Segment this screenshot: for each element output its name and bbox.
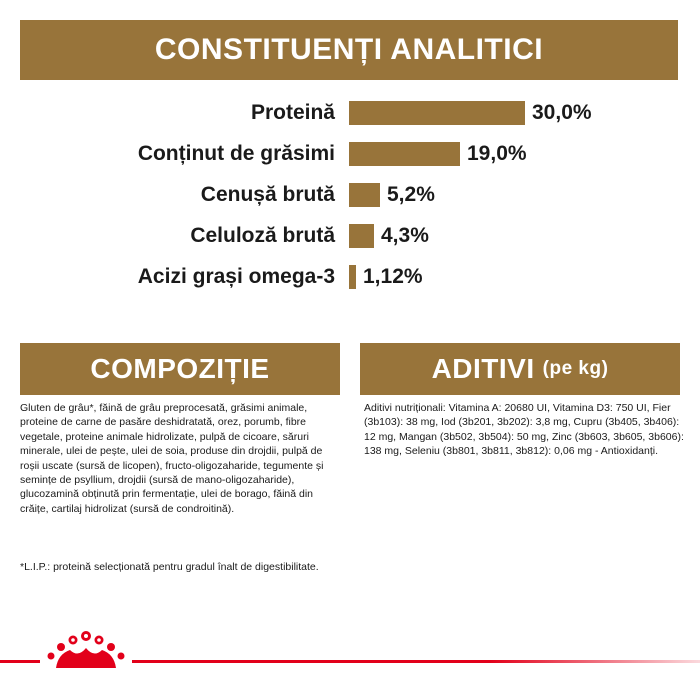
analytic-bar xyxy=(349,183,380,207)
analytic-label: Celuloză brută xyxy=(190,224,335,247)
analytic-row: Acizi grași omega-3 1,12% xyxy=(0,262,700,292)
additives-subtitle: (pe kg) xyxy=(542,358,609,379)
analytic-label: Conținut de grăsimi xyxy=(137,142,335,165)
analytical-constituents-title: CONSTITUENȚI ANALITICI xyxy=(154,33,544,66)
analytic-bar xyxy=(349,265,356,289)
footer-divider xyxy=(0,660,700,663)
crown-logo-icon xyxy=(40,628,132,674)
analytic-bar xyxy=(349,101,525,125)
analytic-value: 1,12% xyxy=(363,265,423,288)
lip-note: *L.I.P.: proteină selecționată pentru gr… xyxy=(20,561,319,573)
composition-banner: COMPOZIȚIE xyxy=(20,343,340,395)
analytic-value: 4,3% xyxy=(381,224,429,247)
analytic-row: Conținut de grăsimi 19,0% xyxy=(0,139,700,169)
analytic-value: 5,2% xyxy=(387,183,435,206)
analytic-bar xyxy=(349,224,374,248)
additives-title: ADITIVI xyxy=(431,353,535,384)
analytic-label: Cenușă brută xyxy=(200,183,335,206)
analytic-row: Proteină 30,0% xyxy=(0,98,700,128)
additives-banner: ADITIVI (pe kg) xyxy=(360,343,680,395)
analytic-bar xyxy=(349,142,460,166)
analytic-value: 30,0% xyxy=(532,101,592,124)
additives-text: Aditivi nutriționali: Vitamina A: 20680 … xyxy=(364,402,684,458)
composition-text: Gluten de grâu*, făină de grâu preproces… xyxy=(20,402,324,515)
analytic-row: Celuloză brută 4,3% xyxy=(0,221,700,251)
composition-title: COMPOZIȚIE xyxy=(90,353,270,384)
analytic-value: 19,0% xyxy=(467,142,527,165)
analytic-row: Cenușă brută 5,2% xyxy=(0,180,700,210)
analytic-label: Acizi grași omega-3 xyxy=(137,265,335,288)
analytical-constituents-banner: CONSTITUENȚI ANALITICI xyxy=(20,20,678,80)
analytic-label: Proteină xyxy=(250,101,335,124)
